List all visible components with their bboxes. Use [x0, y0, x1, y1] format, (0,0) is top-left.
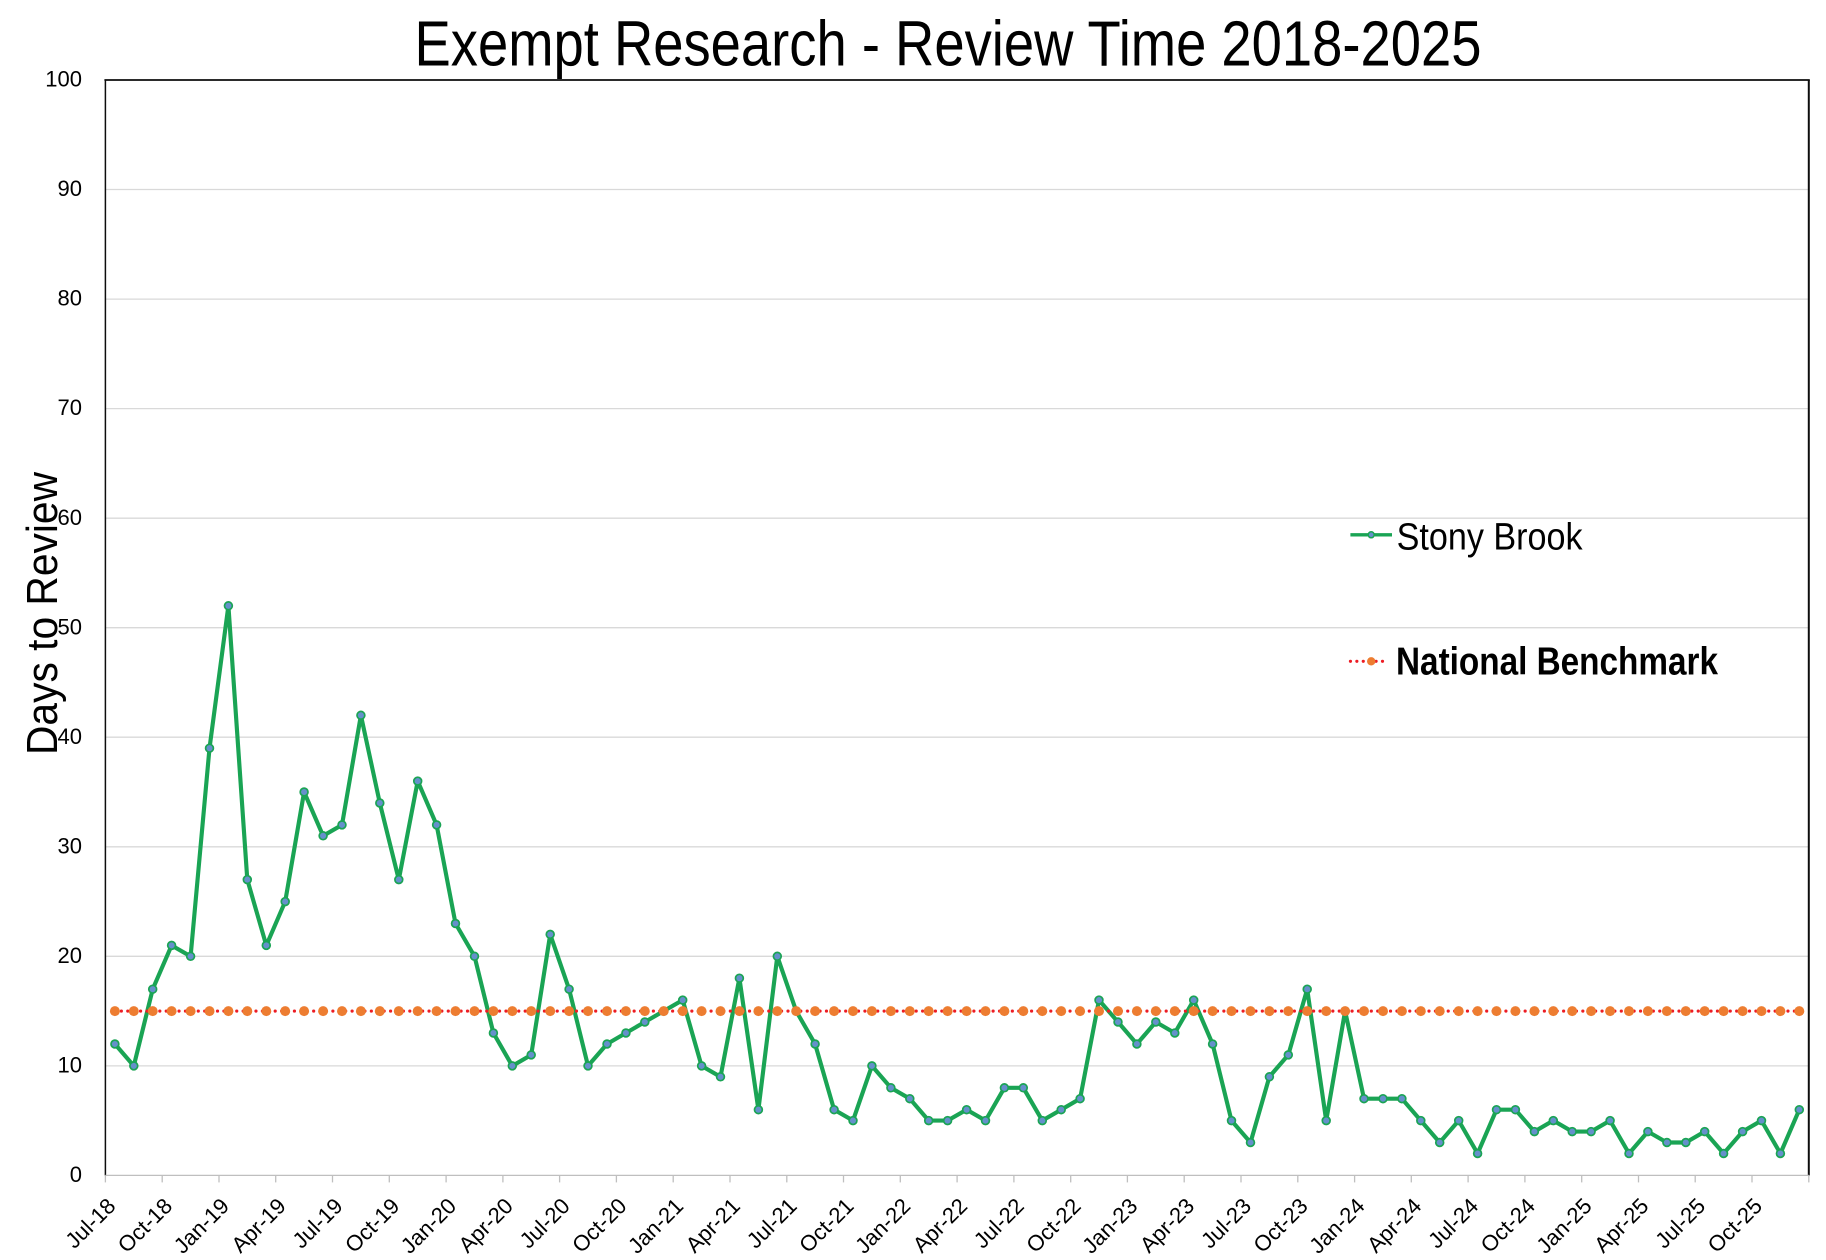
- svg-text:20: 20: [58, 943, 82, 968]
- svg-text:70: 70: [58, 395, 82, 420]
- svg-text:60: 60: [58, 505, 82, 530]
- svg-text:30: 30: [58, 833, 82, 858]
- svg-text:90: 90: [58, 176, 82, 201]
- svg-text:National Benchmark: National Benchmark: [1396, 640, 1718, 683]
- svg-text:100: 100: [45, 67, 82, 92]
- svg-text:Exempt Research - Review Time: Exempt Research - Review Time 2018-2025: [415, 8, 1482, 80]
- svg-text:Days to Review: Days to Review: [18, 472, 67, 755]
- svg-text:40: 40: [58, 724, 82, 749]
- svg-text:10: 10: [58, 1053, 82, 1078]
- svg-text:50: 50: [58, 614, 82, 639]
- svg-text:0: 0: [70, 1162, 82, 1187]
- svg-text:80: 80: [58, 286, 82, 311]
- svg-text:Stony Brook: Stony Brook: [1397, 517, 1584, 559]
